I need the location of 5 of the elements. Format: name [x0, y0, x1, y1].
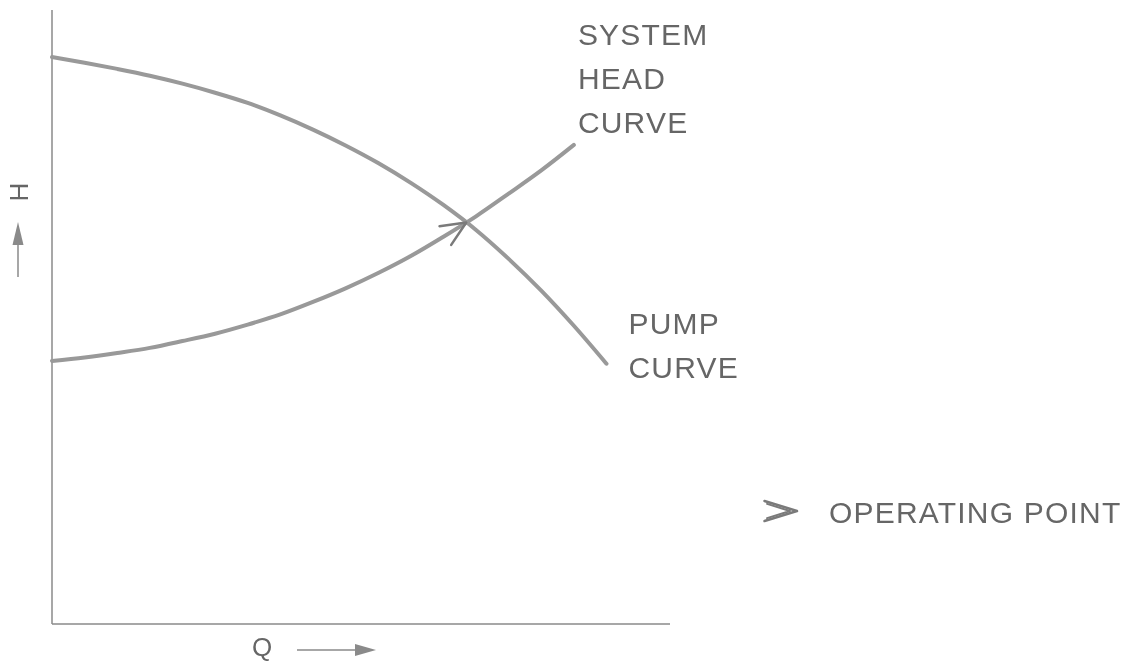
y-axis-title: H	[4, 182, 34, 202]
series-label: SYSTEM HEAD CURVE	[577, 17, 709, 139]
series-label: PUMP CURVE	[628, 306, 739, 384]
x-axis-title: Q	[251, 632, 273, 662]
text: OPERATING POINT	[829, 496, 1122, 529]
